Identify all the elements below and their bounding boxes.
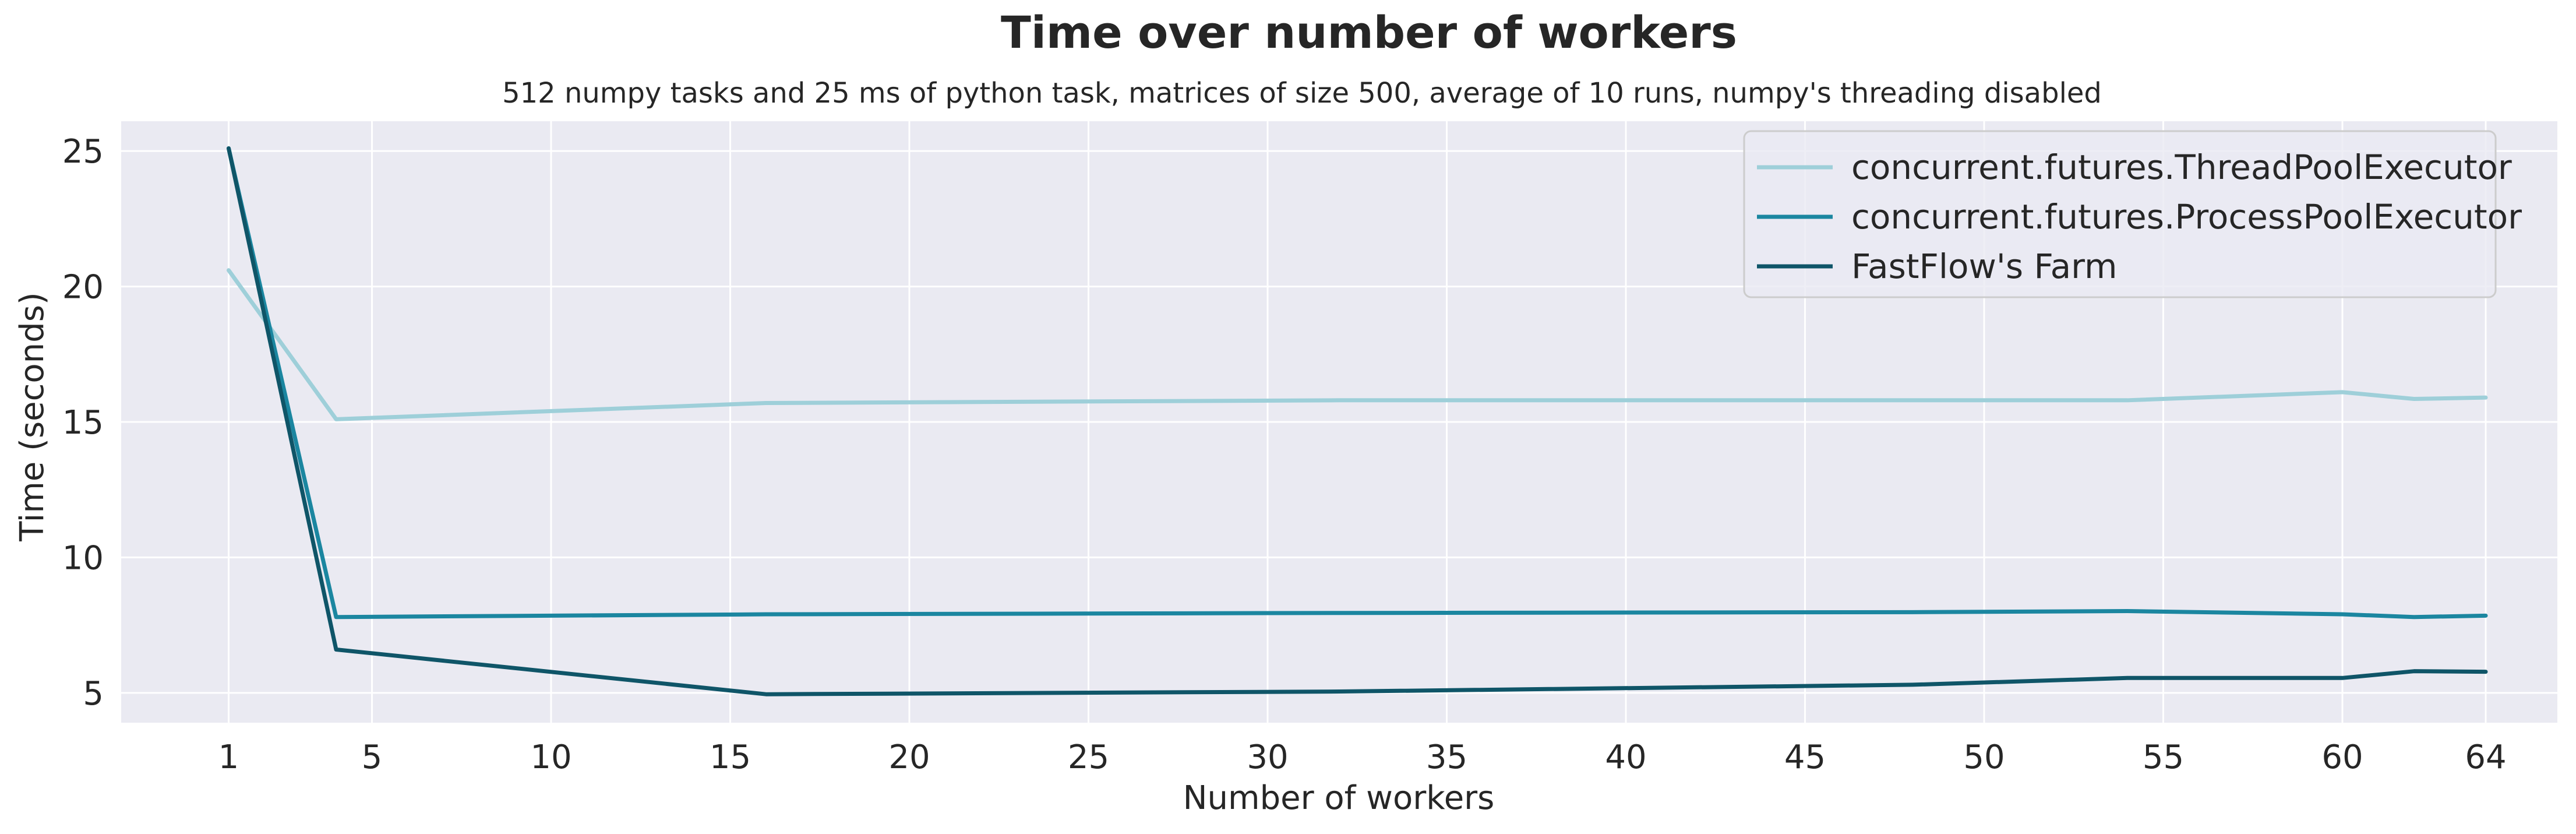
legend-label-2: concurrent.futures.ProcessPoolExecutor bbox=[1851, 197, 2522, 237]
x-tick-label: 15 bbox=[710, 738, 751, 776]
legend-label-1: concurrent.futures.ThreadPoolExecutor bbox=[1851, 147, 2512, 187]
series-line-3 bbox=[227, 146, 2488, 696]
x-tick-label: 5 bbox=[362, 738, 383, 776]
series-line-1 bbox=[227, 268, 2488, 421]
y-axis-label: Time (seconds) bbox=[13, 292, 51, 541]
chart-title: Time over number of workers bbox=[1001, 6, 1737, 58]
x-tick-label: 45 bbox=[1784, 738, 1826, 776]
chart-subtitle: 512 numpy tasks and 25 ms of python task… bbox=[502, 77, 2102, 110]
x-tick-label: 30 bbox=[1247, 738, 1288, 776]
x-tick-label: 20 bbox=[888, 738, 930, 776]
x-tick-label: 10 bbox=[530, 738, 571, 776]
legend-box bbox=[1743, 130, 2497, 298]
x-tick-label: 25 bbox=[1068, 738, 1109, 776]
x-tick-label: 35 bbox=[1426, 738, 1467, 776]
x-tick-label: 64 bbox=[2465, 738, 2506, 776]
y-tick-labels: 5 10 15 20 25 bbox=[62, 133, 104, 713]
legend: concurrent.futures.ThreadPoolExecutor con… bbox=[1743, 130, 2522, 298]
legend-label-3: FastFlow's Farm bbox=[1851, 247, 2117, 286]
y-tick-label: 10 bbox=[62, 539, 104, 577]
x-axis-label: Number of workers bbox=[1183, 779, 1495, 817]
series-line-2 bbox=[227, 146, 2488, 620]
x-tick-label: 40 bbox=[1605, 738, 1646, 776]
y-tick-label: 5 bbox=[83, 675, 104, 713]
x-tick-label: 1 bbox=[218, 738, 239, 776]
x-tick-labels: 1 5 10 15 20 25 30 35 40 45 50 55 60 64 bbox=[218, 738, 2507, 776]
series-lines bbox=[227, 146, 2488, 696]
y-tick-label: 25 bbox=[62, 133, 104, 171]
x-tick-label: 55 bbox=[2143, 738, 2184, 776]
x-tick-label: 50 bbox=[1963, 738, 2005, 776]
y-tick-label: 20 bbox=[62, 269, 104, 307]
x-tick-label: 60 bbox=[2321, 738, 2363, 776]
y-tick-label: 15 bbox=[62, 404, 104, 442]
